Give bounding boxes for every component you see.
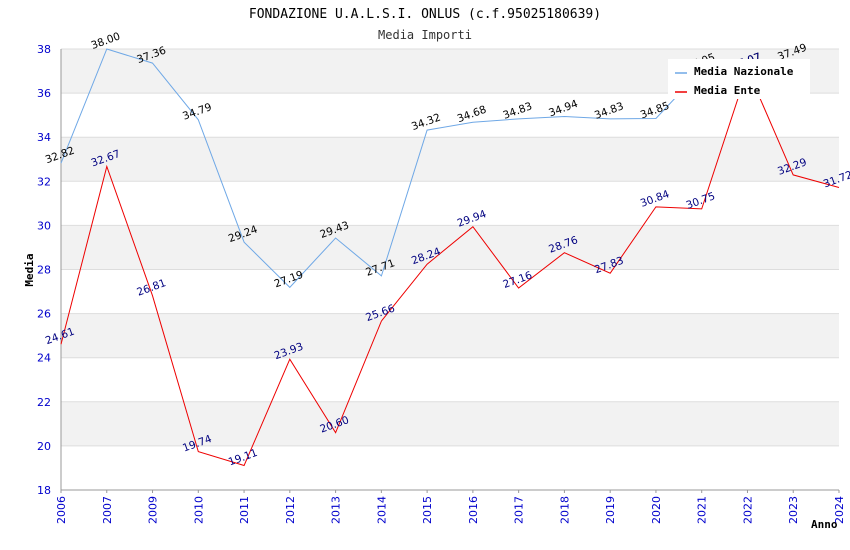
y-tick-38: 38 <box>37 43 51 56</box>
legend: Media Nazionale Media Ente <box>668 59 810 99</box>
band-32 <box>61 137 839 182</box>
series-line-media-nazionale <box>60 48 794 289</box>
data-label-ente-2009: 26.81 <box>135 277 167 299</box>
data-label-ente-2017: 27.16 <box>501 269 534 291</box>
x-tick-2021: 2021 <box>696 496 709 524</box>
y-tick-32: 32 <box>37 175 51 188</box>
x-tick-2007: 2007 <box>101 496 114 524</box>
y-tick-labels: 18 20 22 24 26 28 30 32 34 36 38 <box>37 43 51 497</box>
band-24 <box>61 313 839 358</box>
y-tick-18: 18 <box>37 484 51 497</box>
series-line-media-ente <box>60 68 840 467</box>
axes <box>60 49 840 493</box>
x-tick-labels: 2006 2007 2009 2010 2011 2012 2013 2014 2015 2016… <box>55 496 846 524</box>
chart-subtitle: Media Importi <box>378 28 472 42</box>
x-tick-2011: 2011 <box>238 496 251 524</box>
chart-title: FONDAZIONE U.A.L.S.I. ONLUS (c.f.9502518… <box>249 7 601 22</box>
y-tick-28: 28 <box>37 264 51 277</box>
y-tick-20: 20 <box>37 440 51 453</box>
x-tick-2014: 2014 <box>375 496 388 524</box>
x-tick-2024: 2024 <box>833 496 846 524</box>
y-axis-label: Media <box>23 253 36 286</box>
x-tick-2012: 2012 <box>284 496 297 524</box>
x-tick-2013: 2013 <box>330 496 343 524</box>
x-tick-2017: 2017 <box>513 496 526 524</box>
band-20 <box>61 401 839 446</box>
x-tick-2018: 2018 <box>558 496 571 524</box>
series-lines <box>60 48 840 467</box>
x-axis-label: Anno <box>811 518 838 531</box>
legend-box <box>668 59 810 99</box>
x-tick-2009: 2009 <box>147 496 160 524</box>
band-28 <box>61 225 839 270</box>
legend-label-media-ente: Media Ente <box>694 84 761 97</box>
y-tick-26: 26 <box>37 308 51 321</box>
y-tick-34: 34 <box>37 131 51 144</box>
data-label-nazionale-2015: 34.32 <box>410 112 442 134</box>
x-tick-2016: 2016 <box>467 496 480 524</box>
y-tick-36: 36 <box>37 87 51 100</box>
x-tick-2006: 2006 <box>55 496 68 524</box>
background-bands <box>61 49 839 446</box>
x-tick-2023: 2023 <box>787 496 800 524</box>
y-tick-30: 30 <box>37 219 51 232</box>
legend-label-media-nazionale: Media Nazionale <box>694 65 794 78</box>
x-tick-2022: 2022 <box>741 496 754 524</box>
x-tick-2015: 2015 <box>421 496 434 524</box>
y-tick-22: 22 <box>37 396 51 409</box>
data-label-ente-2020: 30.84 <box>639 188 672 210</box>
x-tick-2019: 2019 <box>604 496 617 524</box>
y-tick-24: 24 <box>37 352 51 365</box>
x-tick-2010: 2010 <box>192 496 205 524</box>
x-tick-2020: 2020 <box>650 496 663 524</box>
